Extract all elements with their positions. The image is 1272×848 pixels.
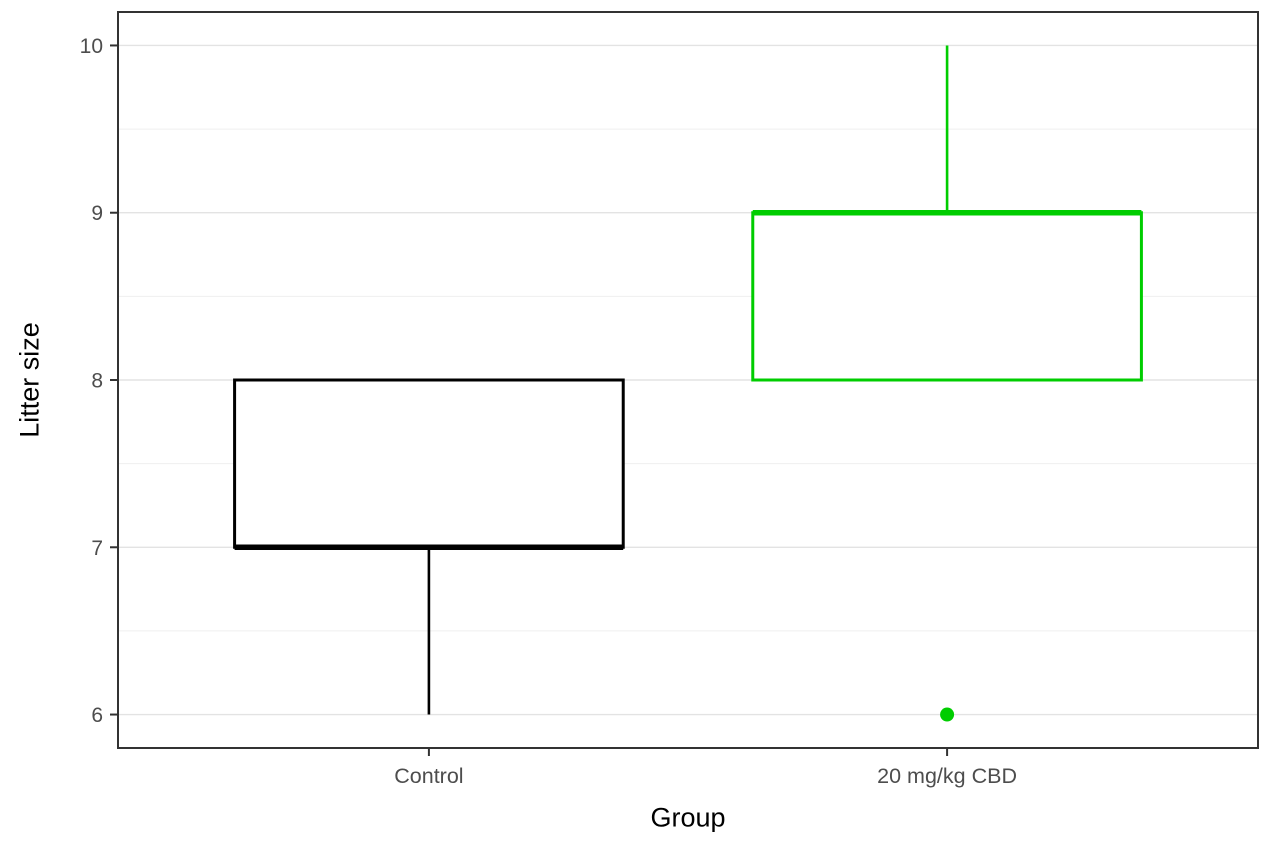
box-20-mg-kg-cbd-outlier — [940, 707, 955, 722]
y-axis-title: Litter size — [14, 322, 45, 438]
y-tick-label: 9 — [91, 202, 103, 225]
y-tick-label: 10 — [80, 35, 103, 58]
y-tick-label: 8 — [91, 370, 103, 393]
y-tick-label: 6 — [91, 704, 103, 727]
category-label-control: Control — [394, 764, 463, 788]
category-label-20-mg-kg-cbd: 20 mg/kg CBD — [877, 764, 1017, 788]
box-20-mg-kg-cbd — [751, 211, 1143, 382]
box-control — [233, 378, 625, 549]
x-axis-title: Group — [650, 802, 726, 833]
y-tick-label: 7 — [91, 537, 103, 560]
